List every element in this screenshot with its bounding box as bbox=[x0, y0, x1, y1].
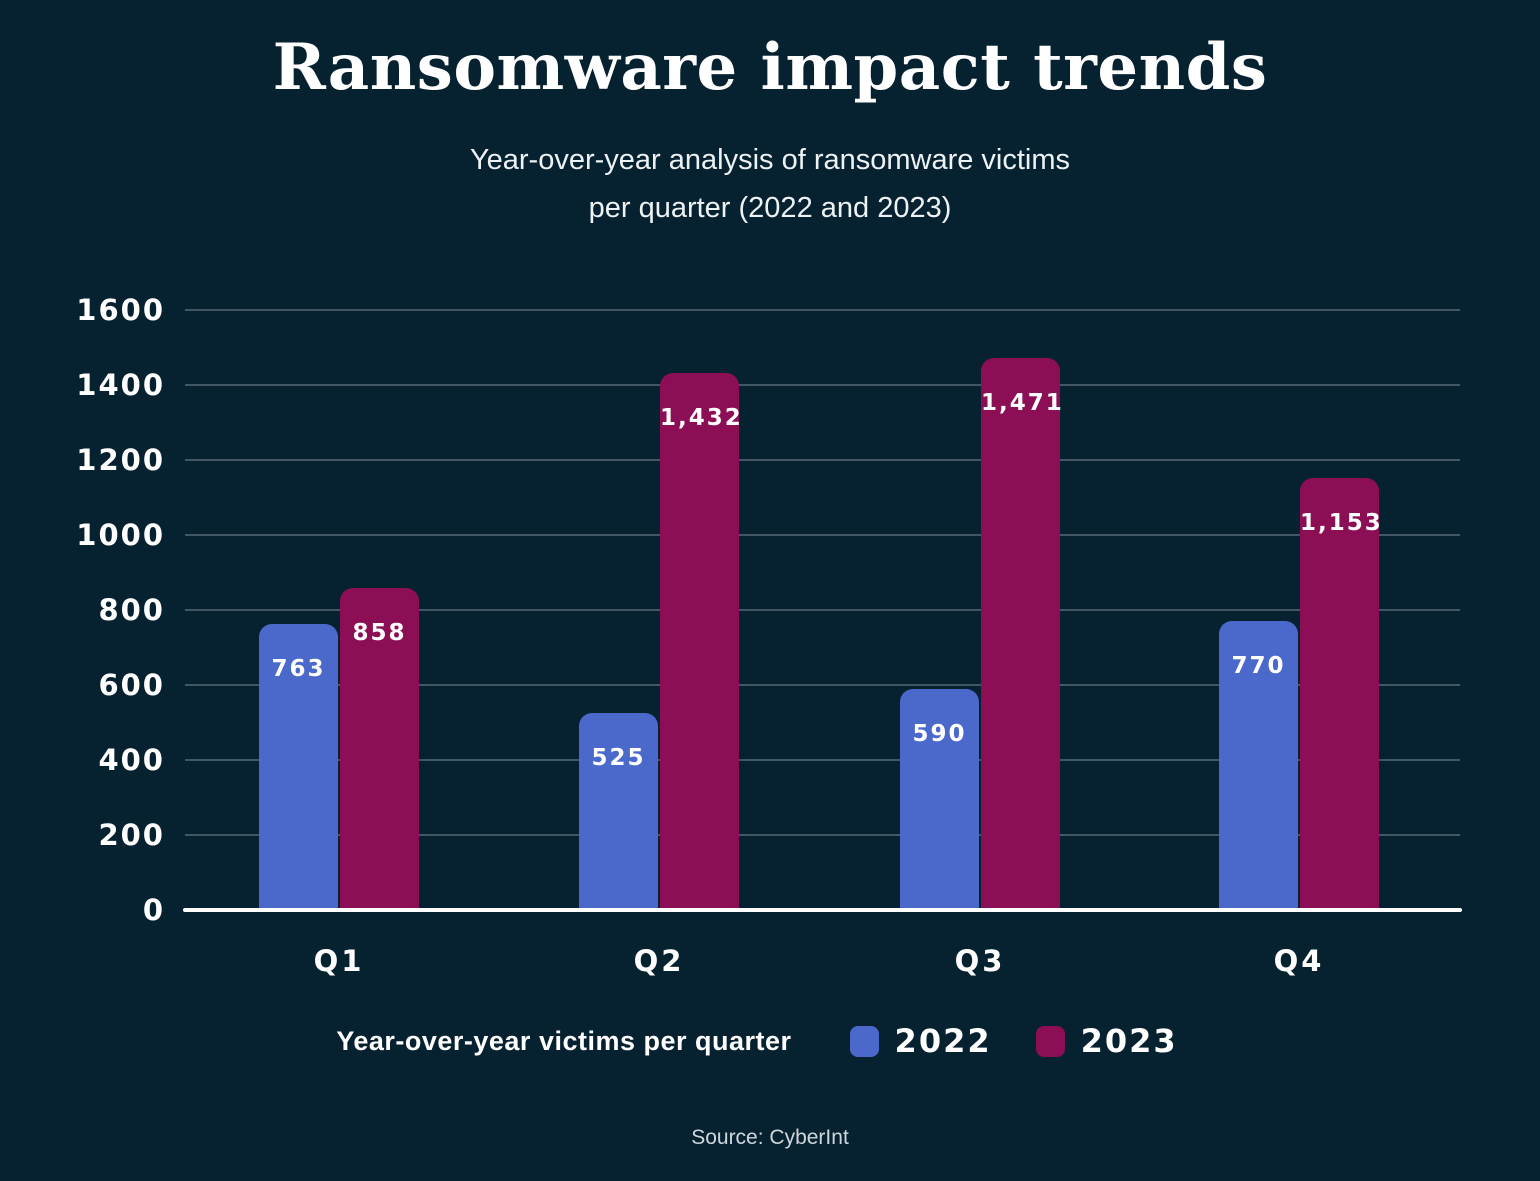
bar-2022-q4: 770 bbox=[1219, 621, 1298, 910]
y-axis-label-400: 400 bbox=[98, 743, 165, 777]
y-axis-label-1200: 1200 bbox=[76, 443, 165, 477]
grid-line-400 bbox=[185, 759, 1460, 761]
bar-2023-q1: 858 bbox=[340, 588, 419, 910]
chart-subtitle: Year-over-year analysis of ransomware vi… bbox=[0, 136, 1540, 232]
bar-2022-q2: 525 bbox=[579, 713, 658, 910]
bar-value-label-2022-q1: 763 bbox=[271, 655, 326, 682]
grid-line-200 bbox=[185, 834, 1460, 836]
chart-legend: Year-over-year victims per quarter 2022 … bbox=[0, 1022, 1540, 1060]
bar-value-label-2022-q2: 525 bbox=[591, 745, 646, 772]
page-title: Ransomware impact trends bbox=[272, 30, 1268, 105]
grid-line-1000 bbox=[185, 534, 1460, 536]
legend-swatch-2022 bbox=[849, 1025, 879, 1057]
bar-value-label-2023-q3: 1,471 bbox=[981, 390, 1064, 417]
bar-value-label-2023-q1: 858 bbox=[352, 620, 407, 647]
legend-item-2022: 2022 bbox=[849, 1022, 992, 1060]
bar-2023-q4: 1,153 bbox=[1300, 477, 1383, 910]
bar-value-label-2023-q2: 1,432 bbox=[660, 405, 743, 431]
legend-swatch-2023 bbox=[1035, 1025, 1065, 1057]
grid-line-600 bbox=[185, 684, 1460, 686]
legend-label: Year-over-year victims per quarter bbox=[336, 1025, 792, 1056]
grid-line-1200 bbox=[185, 459, 1460, 461]
y-axis-label-0: 0 bbox=[142, 893, 165, 927]
grid-line-1600 bbox=[185, 309, 1460, 311]
y-axis-label-800: 800 bbox=[98, 593, 165, 627]
x-axis-line bbox=[183, 908, 1462, 912]
y-axis-label-1000: 1000 bbox=[76, 518, 165, 552]
source-attribution: Source: CyberInt bbox=[691, 1126, 849, 1149]
grid-line-1400 bbox=[185, 384, 1460, 386]
y-axis-label-1400: 1400 bbox=[76, 368, 165, 402]
plot-area: 763 525 590 770 858 1,432 1,471 1,153 bbox=[185, 309, 1460, 910]
y-axis-label-600: 600 bbox=[98, 668, 165, 702]
x-axis-label-q2: Q2 bbox=[633, 944, 685, 978]
x-axis-label-q1: Q1 bbox=[313, 944, 365, 978]
bar-value-label-2023-q4: 1,153 bbox=[1300, 509, 1383, 536]
bar-2023-q2: 1,432 bbox=[660, 373, 743, 910]
bar-value-label-2022-q4: 770 bbox=[1231, 653, 1286, 680]
bar-2022-q3: 590 bbox=[900, 688, 979, 910]
legend-series-name-2023: 2023 bbox=[1080, 1022, 1178, 1060]
chart-subtitle-line1: Year-over-year analysis of ransomware vi… bbox=[469, 144, 1071, 176]
x-axis-label-q3: Q3 bbox=[954, 944, 1006, 978]
bar-value-label-2022-q3: 590 bbox=[912, 720, 967, 747]
chart-subtitle-line2: per quarter (2022 and 2023) bbox=[588, 192, 952, 224]
x-axis-label-q4: Q4 bbox=[1273, 944, 1325, 978]
bar-2022-q1: 763 bbox=[259, 623, 338, 910]
grid-line-800 bbox=[185, 609, 1460, 611]
y-axis-label-200: 200 bbox=[98, 818, 165, 852]
y-axis-label-1600: 1600 bbox=[76, 293, 165, 327]
legend-series-name-2022: 2022 bbox=[894, 1022, 992, 1060]
legend-item-2023: 2023 bbox=[1035, 1022, 1178, 1060]
bar-2023-q3: 1,471 bbox=[981, 358, 1064, 910]
